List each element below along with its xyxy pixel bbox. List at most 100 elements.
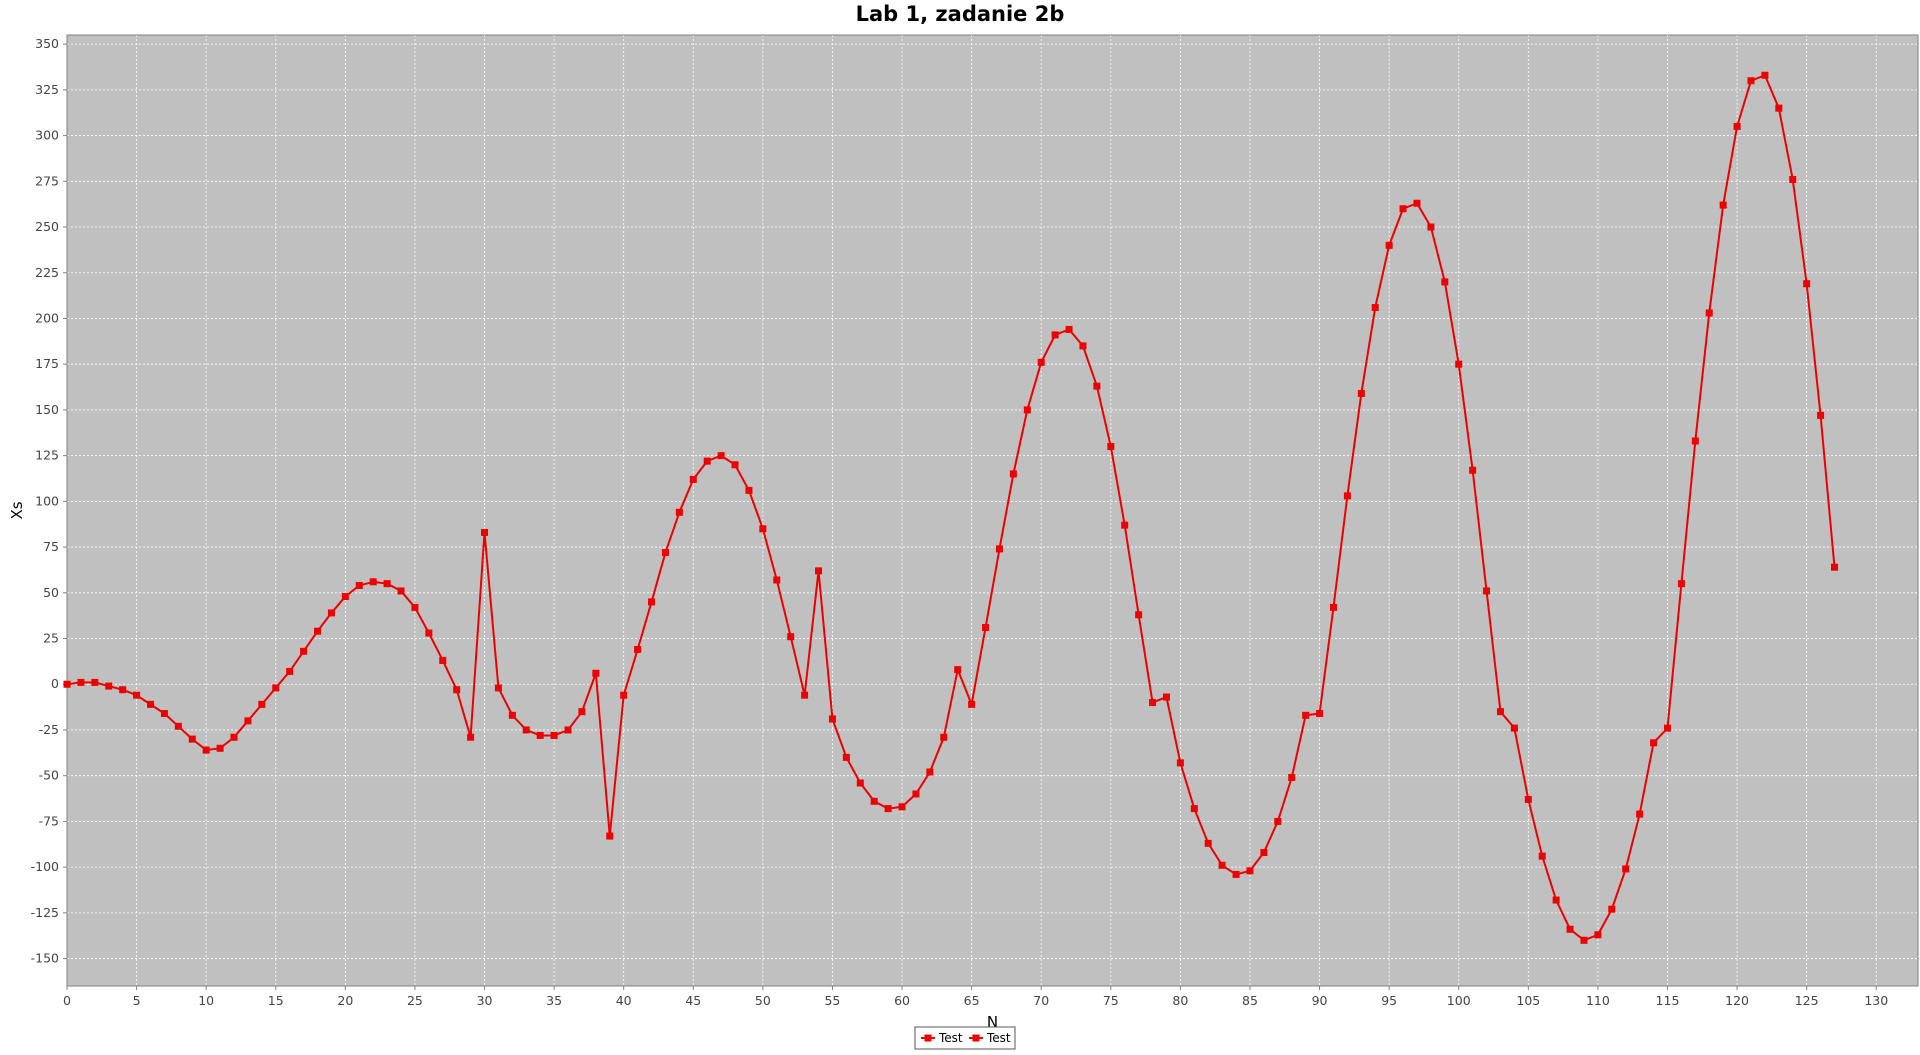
data-point bbox=[91, 678, 99, 686]
data-point bbox=[1399, 205, 1407, 213]
x-tick-label: 15 bbox=[268, 993, 284, 1008]
data-point bbox=[717, 452, 725, 460]
data-point bbox=[147, 700, 155, 708]
x-tick-label: 120 bbox=[1725, 993, 1749, 1008]
data-point bbox=[1121, 521, 1129, 529]
data-point bbox=[1413, 199, 1421, 207]
data-point bbox=[1329, 603, 1337, 611]
data-point bbox=[77, 678, 85, 686]
x-tick-label: 105 bbox=[1516, 993, 1540, 1008]
data-point bbox=[884, 805, 892, 813]
y-tick-label: 100 bbox=[35, 493, 59, 508]
data-point bbox=[1830, 563, 1838, 571]
y-tick-label: -25 bbox=[39, 722, 59, 737]
data-point bbox=[1650, 739, 1658, 747]
series-group bbox=[63, 71, 1838, 944]
x-tick-label: 10 bbox=[198, 993, 214, 1008]
data-point bbox=[1483, 587, 1491, 595]
data-point bbox=[1455, 360, 1463, 368]
data-point bbox=[369, 578, 377, 586]
y-tick-label: -100 bbox=[31, 859, 59, 874]
data-point bbox=[1037, 358, 1045, 366]
data-point bbox=[1775, 104, 1783, 112]
legend-marker bbox=[972, 1034, 980, 1042]
y-axis-label: Xs bbox=[8, 501, 26, 519]
y-tick-label: 150 bbox=[35, 402, 59, 417]
data-point bbox=[592, 669, 600, 677]
y-tick-label: 175 bbox=[35, 356, 59, 371]
data-point bbox=[258, 700, 266, 708]
x-tick-label: 45 bbox=[685, 993, 701, 1008]
y-tick-label: 350 bbox=[35, 36, 59, 51]
y-tick-label: 75 bbox=[43, 539, 59, 554]
data-point bbox=[1469, 466, 1477, 474]
y-tick-label: -125 bbox=[31, 905, 59, 920]
data-point bbox=[634, 645, 642, 653]
x-tick-label: 75 bbox=[1103, 993, 1119, 1008]
data-point bbox=[188, 735, 196, 743]
x-tick-label: 5 bbox=[133, 993, 141, 1008]
data-point bbox=[1733, 122, 1741, 130]
data-point bbox=[1761, 71, 1769, 79]
data-point bbox=[341, 592, 349, 600]
data-point bbox=[842, 753, 850, 761]
data-point bbox=[661, 549, 669, 557]
x-axis-label: N bbox=[987, 1013, 998, 1031]
data-point bbox=[1023, 406, 1031, 414]
data-point bbox=[133, 691, 141, 699]
x-tick-label: 50 bbox=[755, 993, 771, 1008]
data-point bbox=[1232, 870, 1240, 878]
axes: -150-125-100-75-50-250255075100125150175… bbox=[31, 36, 1889, 1008]
data-point bbox=[550, 731, 558, 739]
data-point bbox=[300, 647, 308, 655]
x-tick-label: 130 bbox=[1864, 993, 1888, 1008]
data-point bbox=[1705, 309, 1713, 317]
data-point bbox=[453, 686, 461, 694]
x-tick-label: 35 bbox=[546, 993, 562, 1008]
chart-title: Lab 1, zadanie 2b bbox=[856, 2, 1065, 26]
y-tick-label: -75 bbox=[39, 813, 59, 828]
data-point bbox=[1260, 848, 1268, 856]
y-tick-label: 0 bbox=[51, 676, 59, 691]
data-point bbox=[1093, 382, 1101, 390]
data-point bbox=[1246, 867, 1254, 875]
data-point bbox=[481, 528, 489, 536]
data-point bbox=[828, 715, 836, 723]
data-point bbox=[314, 627, 322, 635]
data-point bbox=[522, 726, 530, 734]
y-tick-label: 325 bbox=[35, 82, 59, 97]
data-point bbox=[648, 598, 656, 606]
data-point bbox=[327, 609, 335, 617]
x-tick-label: 80 bbox=[1172, 993, 1188, 1008]
data-point bbox=[383, 580, 391, 588]
data-point bbox=[1371, 303, 1379, 311]
legend-label: Test bbox=[986, 1031, 1011, 1045]
plot-area bbox=[67, 35, 1918, 986]
legend-label: Test bbox=[938, 1031, 963, 1045]
data-point bbox=[1496, 708, 1504, 716]
data-point bbox=[926, 768, 934, 776]
data-point bbox=[773, 576, 781, 584]
grid-lines bbox=[66, 35, 1918, 986]
data-point bbox=[1441, 278, 1449, 286]
data-point bbox=[494, 684, 502, 692]
data-point bbox=[1162, 693, 1170, 701]
data-point bbox=[1538, 852, 1546, 860]
legend-marker bbox=[924, 1034, 932, 1042]
data-point bbox=[787, 633, 795, 641]
x-tick-label: 40 bbox=[616, 993, 632, 1008]
data-point bbox=[411, 603, 419, 611]
data-point bbox=[940, 733, 948, 741]
x-tick-label: 90 bbox=[1312, 993, 1328, 1008]
y-tick-label: 200 bbox=[35, 310, 59, 325]
data-point bbox=[174, 722, 182, 730]
data-point bbox=[995, 545, 1003, 553]
y-tick-label: 125 bbox=[35, 448, 59, 463]
x-tick-label: 60 bbox=[894, 993, 910, 1008]
data-point bbox=[1135, 611, 1143, 619]
data-point bbox=[1691, 437, 1699, 445]
y-tick-label: -150 bbox=[31, 951, 59, 966]
data-point bbox=[425, 629, 433, 637]
data-point bbox=[1009, 470, 1017, 478]
data-point bbox=[689, 475, 697, 483]
